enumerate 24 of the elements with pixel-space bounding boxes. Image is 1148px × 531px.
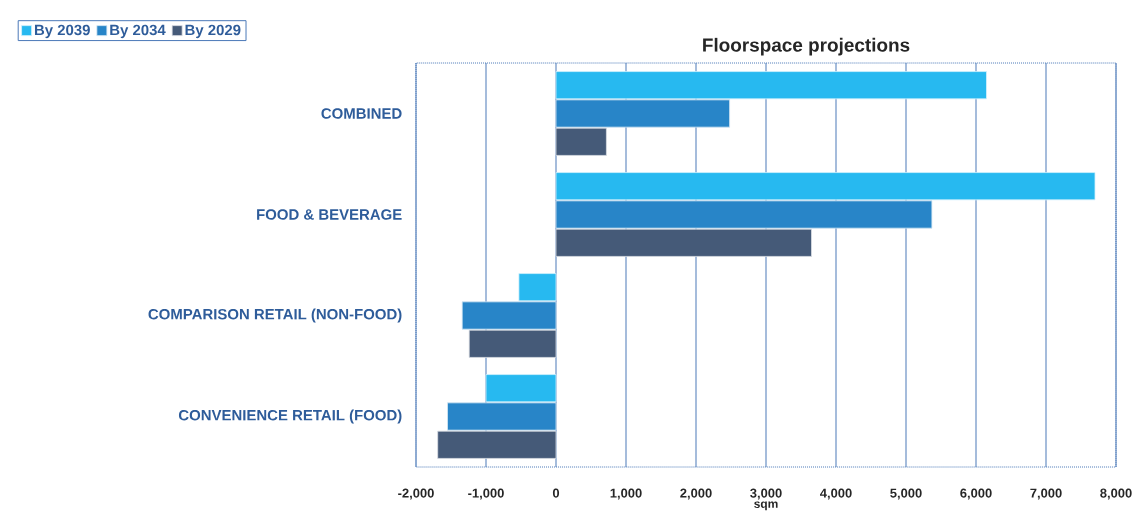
- legend-label: By 2029: [185, 24, 241, 39]
- chart-title: Floorspace projections: [703, 37, 910, 56]
- x-tick-label: 3,000: [750, 488, 782, 500]
- y-tick-label: CONVENIENCE RETAIL (FOOD): [178, 409, 402, 424]
- x-tick-label: 0: [552, 488, 560, 498]
- x-tick-label: 5,000: [890, 488, 922, 500]
- bar: [555, 228, 812, 257]
- bar: [555, 127, 607, 156]
- bar: [437, 430, 557, 459]
- x-tick-label: -2,000: [398, 488, 434, 500]
- x-tick-label: 7,000: [1030, 488, 1062, 500]
- x-tick-label: 8,000: [1100, 488, 1132, 500]
- legend-label: By 2039: [34, 24, 90, 39]
- x-tick-label: 4,000: [820, 488, 852, 500]
- y-tick-label: COMPARISON RETAIL (NON-FOOD): [148, 308, 402, 323]
- y-tick-label: FOOD & BEVERAGE: [257, 209, 402, 220]
- x-tick-label: -1,000: [468, 488, 504, 500]
- legend-label: By 2034: [110, 24, 166, 39]
- x-tick-label: 1,000: [610, 488, 642, 500]
- x-tick-label: 2,000: [680, 488, 712, 500]
- x-axis-title: sqm: [754, 501, 778, 511]
- x-tick-label: 6,000: [960, 488, 992, 500]
- bar: [468, 329, 557, 358]
- y-tick-label: COMBINED: [321, 108, 402, 119]
